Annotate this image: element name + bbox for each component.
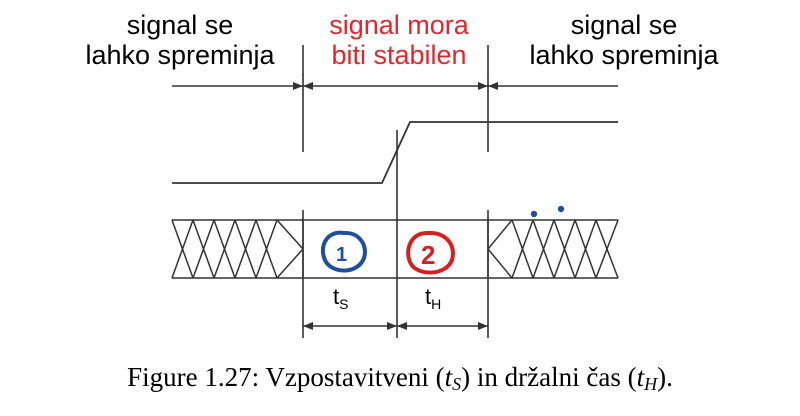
data-changing-left bbox=[171, 219, 304, 279]
clock-waveform bbox=[172, 121, 618, 184]
figure-caption: Figure 1.27: Vzpostavitveni (tS) in drža… bbox=[0, 362, 800, 395]
caption-middle: ) in držalni čas ( bbox=[461, 362, 637, 392]
caption-t-setup: t bbox=[444, 362, 453, 392]
data-changing-right bbox=[487, 219, 619, 279]
caption-t-setup-sub: S bbox=[452, 374, 462, 394]
header-middle-line1: signal mora bbox=[329, 10, 469, 40]
header-left-line2: lahko spreminja bbox=[85, 40, 275, 70]
annotation-dot-2 bbox=[557, 205, 565, 213]
caption-suffix: ). bbox=[657, 362, 673, 392]
header-left-line1: signal se bbox=[126, 10, 234, 40]
setup-time-label: tS bbox=[333, 284, 348, 312]
header-right-line2: lahko spreminja bbox=[529, 40, 719, 70]
header-middle-line2: biti stabilen bbox=[331, 40, 467, 70]
annotation-dot-1 bbox=[530, 210, 538, 218]
header-middle-label: signal mora biti stabilen bbox=[306, 10, 492, 70]
caption-t-hold: t bbox=[636, 362, 645, 392]
header-left-label: signal se lahko spreminja bbox=[62, 10, 298, 70]
caption-prefix: Figure 1.27: Vzpostavitveni ( bbox=[127, 362, 445, 392]
annotation-circle-2: 2 bbox=[406, 230, 455, 275]
annotation-1-text: 1 bbox=[336, 244, 347, 266]
caption-t-hold-sub: H bbox=[644, 374, 658, 394]
header-right-label: signal se lahko spreminja bbox=[506, 10, 742, 70]
header-right-line1: signal se bbox=[570, 10, 678, 40]
hold-time-label: tH bbox=[425, 284, 441, 312]
annotation-circle-1: 1 bbox=[320, 230, 367, 273]
annotation-2-text: 2 bbox=[421, 240, 435, 270]
